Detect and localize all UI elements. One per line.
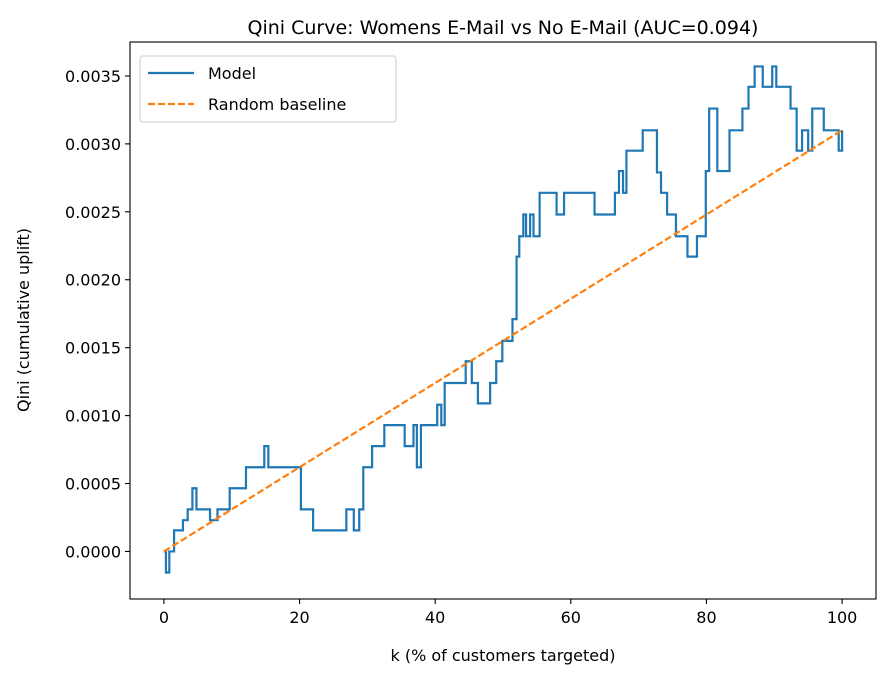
legend: Model Random baseline [139,55,397,123]
x-tick-label: 40 [425,608,445,627]
y-tick-label: 0.0005 [65,475,121,494]
series-line-random-baseline [163,129,843,553]
x-tick-label: 80 [696,608,716,627]
plot-area [130,42,876,599]
y-tick-label: 0.0020 [65,271,121,290]
y-tick-label: 0.0015 [65,339,121,358]
y-tick-label: 0.0010 [65,407,121,426]
x-axis-label: k (% of customers targeted) [390,646,615,665]
legend-label-random-baseline: Random baseline [208,95,346,114]
axes-layer: 0 20 40 60 80 100 0.0000 0.0005 0.0010 0.0015 0.00… [65,41,877,627]
legend-label-model: Model [208,64,256,83]
y-tick-label: 0.0025 [65,203,121,222]
x-tick-label: 20 [289,608,309,627]
plot-frame [129,41,877,600]
y-tick-label: 0.0035 [65,67,121,86]
y-axis-label: Qini (cumulative uplift) [14,228,33,412]
chart-title: Qini Curve: Womens E-Mail vs No E-Mail (… [248,17,759,39]
x-tick-label: 100 [827,608,858,627]
series-line-model [163,65,844,574]
y-tick-label: 0.0000 [65,542,121,561]
series-layer [163,65,844,574]
x-tick-label: 0 [159,608,169,627]
x-tick-label: 60 [561,608,581,627]
y-tick-label: 0.0030 [65,135,121,154]
legend-frame [139,55,397,123]
